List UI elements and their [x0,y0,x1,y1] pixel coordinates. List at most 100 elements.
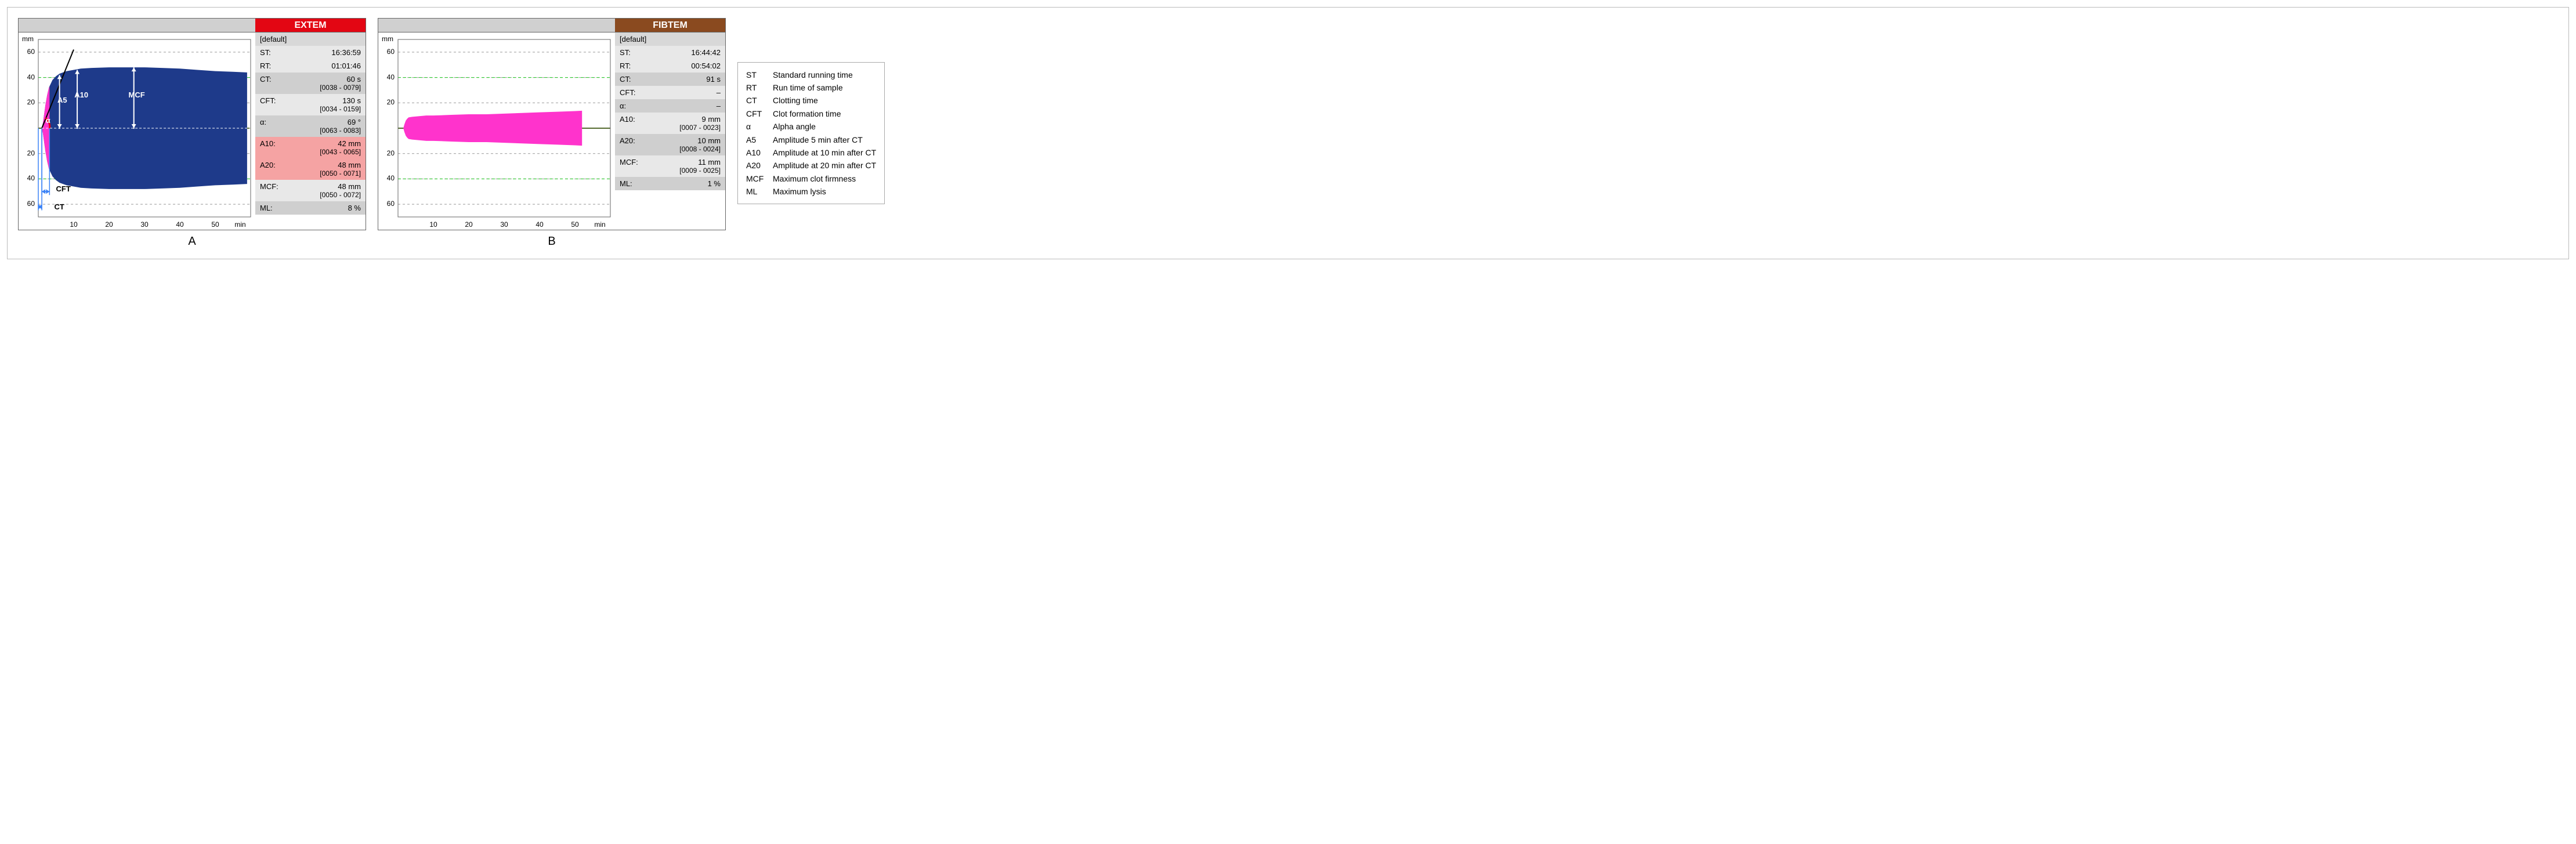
row-value: 48 mm [338,161,361,169]
legend-text: Amplitude at 10 min after CT [773,146,876,159]
row-value: 60 s [346,75,361,84]
caption-b: B [548,235,555,248]
panel-a-wrap: mm6040202040601020304050minA5A10MCFαCFTC… [18,18,366,248]
chart-a-body: mm6040202040601020304050minA5A10MCFαCFTC… [19,32,255,230]
title-b: FIBTEM [615,19,725,32]
legend-key: A20 [746,159,773,172]
legend-item: CTClotting time [746,94,876,107]
row-label: CFT: [260,96,276,105]
data-row: CT:60 s[0038 - 0079] [255,73,366,94]
legend-key: CFT [746,107,773,120]
row-label: RT: [260,61,271,70]
data-row: A10:9 mm[0007 - 0023] [615,113,725,134]
x-tick: 30 [500,220,508,229]
data-row: A10: 42 mm[0043 - 0065] [255,137,366,158]
legend-key: RT [746,81,773,94]
legend-item: MCFMaximum clot firmness [746,172,876,185]
annotation: A5 [57,96,67,104]
row-label: ST: [260,48,271,57]
row-label: MCF: [620,158,638,166]
legend-text: Amplitude 5 min after CT [773,133,863,146]
x-tick: 10 [70,220,77,229]
row-range: [0008 - 0024] [620,145,721,153]
y-tick: 60 [21,48,35,56]
x-tick: 50 [571,220,578,229]
legend-item: MLMaximum lysis [746,185,876,198]
legend-text: Amplitude at 20 min after CT [773,159,876,172]
data-row: MCF:48 mm[0050 - 0072] [255,180,366,201]
chart-b-body: mm6040202040601020304050min [378,32,615,230]
legend-item: STStandard running time [746,68,876,81]
row-label: A10: [620,115,635,124]
data-row: ML:1 % [615,177,725,190]
x-axis-label: min [594,220,605,229]
row-label: ST: [620,48,631,57]
data-row: CT:91 s [615,73,725,86]
row-value: 42 mm [338,139,361,148]
figure-container: mm6040202040601020304050minA5A10MCFαCFTC… [7,7,2569,259]
row-label: [default] [620,35,646,44]
legend-key: ST [746,68,773,81]
x-tick: 20 [465,220,472,229]
row-label: ML: [260,204,273,212]
row-value: 16:44:42 [691,48,721,57]
row-value: 48 mm [338,182,361,191]
panel-b: mm6040202040601020304050min FIBTEM [defa… [378,18,726,230]
y-tick: 40 [381,174,395,182]
legend-text: Alpha angle [773,120,816,133]
data-row: α:69 °[0063 - 0083] [255,115,366,137]
row-label: RT: [620,61,631,70]
y-tick: 40 [21,174,35,182]
row-range: [0009 - 0025] [620,166,721,175]
data-row: CFT:– [615,86,725,99]
data-row: MCF:11 mm[0009 - 0025] [615,155,725,177]
row-label: A10: [260,139,276,148]
panel-a: mm6040202040601020304050minA5A10MCFαCFTC… [18,18,366,230]
row-value: 00:54:02 [691,61,721,70]
legend-text: Clot formation time [773,107,841,120]
x-tick: 20 [105,220,113,229]
title-a: EXTEM [255,19,366,32]
annotation: A10 [74,90,88,99]
legend-box: STStandard running timeRTRun time of sam… [737,62,885,205]
row-value: – [717,102,721,110]
data-row: [default] [615,32,725,46]
chart-a-col: mm6040202040601020304050minA5A10MCFαCFTC… [19,19,255,230]
legend-text: Clotting time [773,94,818,107]
annotation: α [46,116,50,125]
legend-text: Run time of sample [773,81,843,94]
y-tick: 40 [21,73,35,81]
row-value: – [717,88,721,97]
y-tick: 60 [381,200,395,208]
chart-b-header [378,19,615,32]
row-value: 9 mm [702,115,721,124]
row-label: α: [620,102,626,110]
x-tick: 40 [176,220,183,229]
chart-a-header [19,19,255,32]
y-tick: 20 [381,98,395,106]
data-row: ML:8 % [255,201,366,215]
row-label: CT: [260,75,272,84]
data-row: ST:16:36:59 [255,46,366,59]
data-row: RT:01:01:46 [255,59,366,73]
legend-item: CFTClot formation time [746,107,876,120]
y-tick: 60 [381,48,395,56]
data-a-col: EXTEM [default] ST:16:36:59RT:01:01:46 CT:… [255,19,366,230]
data-row: α: – [615,99,725,113]
row-value: 91 s [706,75,721,84]
row-label: MCF: [260,182,278,191]
panel-b-wrap: mm6040202040601020304050min FIBTEM [defa… [378,18,726,248]
legend-text: Maximum clot firmness [773,172,856,185]
legend-item: αAlpha angle [746,120,876,133]
legend-key: MCF [746,172,773,185]
row-range: [0043 - 0065] [260,148,361,156]
legend-item: A10Amplitude at 10 min after CT [746,146,876,159]
row-value: 10 mm [697,136,721,145]
row-label: A20: [620,136,635,145]
row-label: α: [260,118,266,126]
row-label: [default] [260,35,287,44]
x-tick: 10 [429,220,437,229]
y-axis-label: mm [382,35,393,43]
y-tick: 20 [21,149,35,157]
data-row: RT: 00:54:02 [615,59,725,73]
